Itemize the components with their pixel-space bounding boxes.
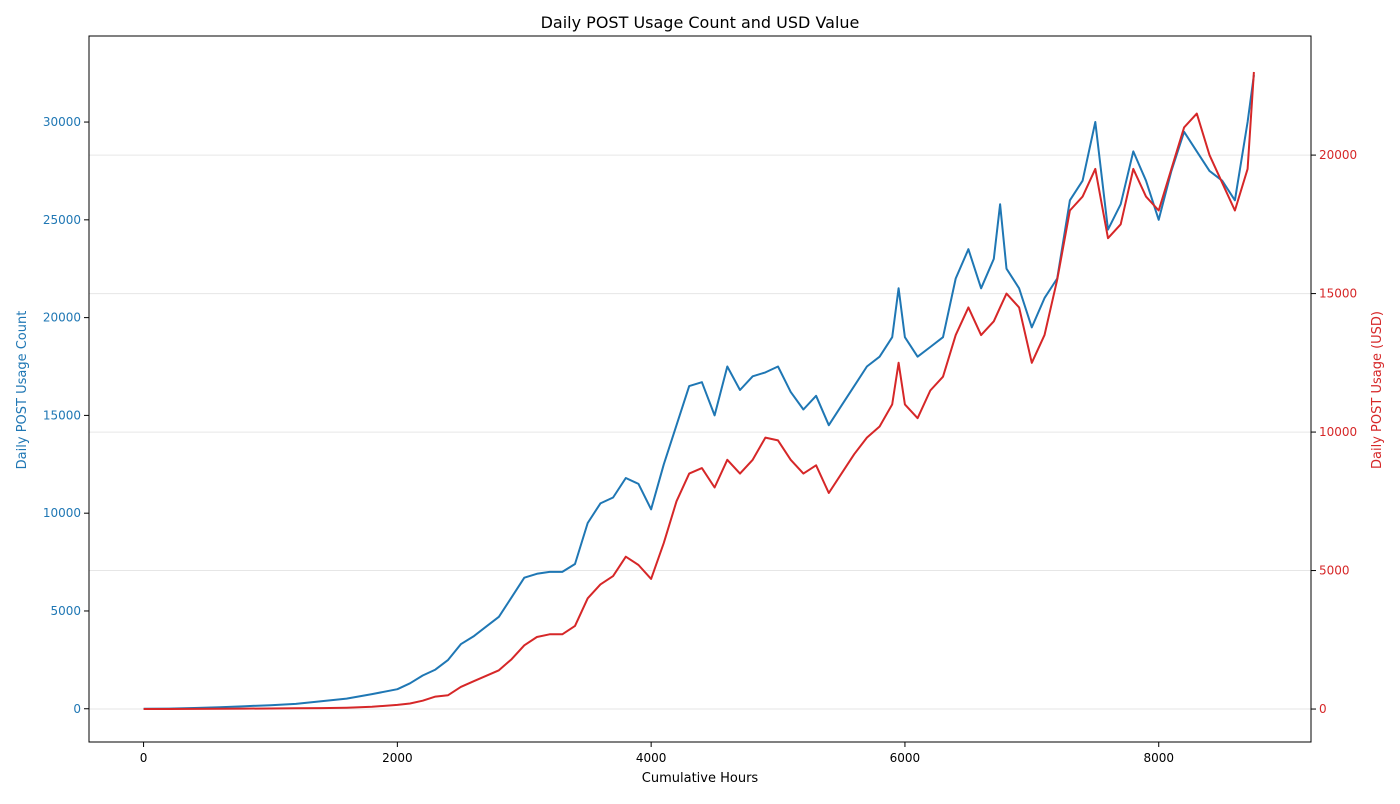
series-layer [143,71,1255,710]
x-tick-label-1: 2000 [382,751,413,765]
right-axis-ticks: 0 5000 10000 15000 20000 [1311,148,1357,716]
y-right-tick-label-3: 15000 [1319,287,1357,301]
x-axis-label: Cumulative Hours [642,771,759,786]
series-line-usd [143,71,1255,710]
series-line-count [143,74,1255,710]
y-left-tick-label-3: 15000 [43,408,81,422]
x-tick-label-4: 8000 [1143,751,1174,765]
x-tick-label-3: 6000 [890,751,921,765]
y-left-tick-label-4: 20000 [43,311,81,325]
y-left-tick-label-0: 0 [73,702,81,716]
y-left-tick-label-6: 30000 [43,115,81,129]
x-tick-label-2: 4000 [636,751,667,765]
y-left-tick-label-1: 5000 [50,604,81,618]
y-left-tick-label-2: 10000 [43,506,81,520]
y-axis-label-right: Daily POST Usage (USD) [1370,311,1385,469]
y-right-tick-label-2: 10000 [1319,425,1357,439]
y-right-tick-label-0: 0 [1319,702,1327,716]
y-right-tick-label-1: 5000 [1319,564,1350,578]
left-axis-ticks: 0 5000 10000 15000 20000 25000 30000 [43,115,89,716]
y-right-tick-label-4: 20000 [1319,148,1357,162]
plot-frame [88,35,1312,743]
x-tick-label-0: 0 [140,751,148,765]
y-left-tick-label-5: 25000 [43,213,81,227]
gridlines [89,154,1311,710]
chart-title: Daily POST Usage Count and USD Value [541,13,860,32]
y-axis-label-left: Daily POST Usage Count [15,311,30,470]
x-axis-ticks: 0 2000 4000 6000 8000 [140,742,1174,765]
